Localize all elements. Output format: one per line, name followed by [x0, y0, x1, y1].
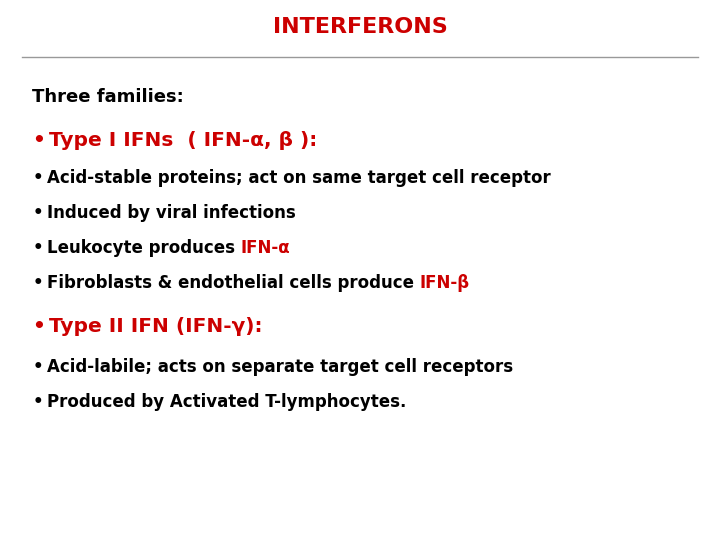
Text: INTERFERONS: INTERFERONS	[273, 17, 447, 37]
Text: •: •	[32, 393, 43, 411]
Text: •: •	[32, 169, 43, 187]
Text: Acid-stable proteins; act on same target cell receptor: Acid-stable proteins; act on same target…	[47, 169, 551, 187]
Text: •: •	[32, 317, 45, 336]
Text: •: •	[32, 274, 43, 293]
Text: •: •	[32, 131, 45, 150]
Text: •: •	[32, 204, 43, 222]
Text: Leukocyte produces: Leukocyte produces	[47, 239, 240, 258]
Text: •: •	[32, 358, 43, 376]
Text: Acid-labile; acts on separate target cell receptors: Acid-labile; acts on separate target cel…	[47, 358, 513, 376]
Text: Produced by Activated T-lymphocytes.: Produced by Activated T-lymphocytes.	[47, 393, 406, 411]
Text: Induced by viral infections: Induced by viral infections	[47, 204, 296, 222]
Text: •: •	[32, 239, 43, 258]
Text: IFN-β: IFN-β	[420, 274, 470, 293]
Text: Fibroblasts & endothelial cells produce: Fibroblasts & endothelial cells produce	[47, 274, 420, 293]
Text: Three families:: Three families:	[32, 88, 184, 106]
Text: IFN-α: IFN-α	[240, 239, 290, 258]
Text: Type I IFNs  ( IFN-α, β ):: Type I IFNs ( IFN-α, β ):	[49, 131, 318, 150]
Text: Type II IFN (IFN-γ):: Type II IFN (IFN-γ):	[49, 317, 263, 336]
